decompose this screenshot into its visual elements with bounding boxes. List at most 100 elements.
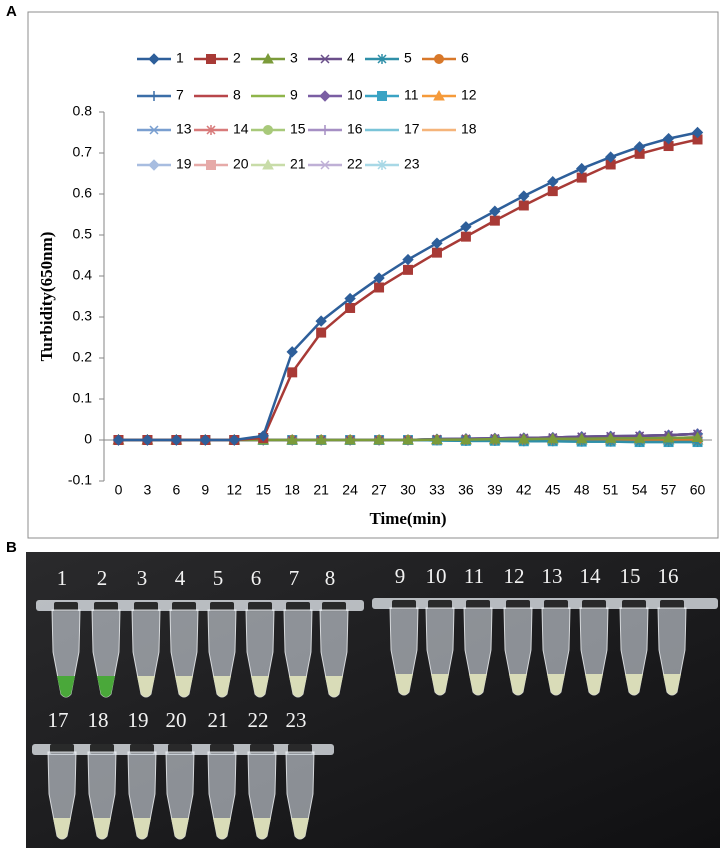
x-tick-label: 6 [172, 482, 180, 498]
legend-label: 11 [404, 87, 419, 103]
marker [287, 367, 298, 378]
marker [170, 434, 183, 446]
tube-liquid [133, 818, 151, 839]
legend-label: 1 [176, 50, 184, 66]
marker [575, 432, 588, 444]
legend-marker [263, 125, 273, 135]
marker [460, 221, 472, 233]
legend-marker [206, 54, 216, 64]
x-tick-label: 3 [144, 482, 152, 498]
legend-marker [377, 91, 387, 101]
legend-label: 12 [461, 87, 477, 103]
tube-liquid [325, 676, 343, 697]
tube-number: 23 [286, 708, 307, 732]
x-tick-label: 45 [545, 482, 561, 498]
tube-liquid [137, 676, 155, 697]
marker [112, 434, 125, 446]
legend-label: 18 [461, 121, 477, 137]
x-tick-label: 21 [313, 482, 329, 498]
x-tick-label: 39 [487, 482, 503, 498]
legend-label: 8 [233, 87, 241, 103]
tube-liquid [547, 674, 565, 695]
marker [344, 433, 356, 445]
legend-marker [262, 52, 274, 64]
tube-number: 13 [542, 564, 563, 588]
x-tick-label: 27 [371, 482, 387, 498]
tube-liquid [509, 674, 527, 695]
tube-liquid [625, 674, 643, 695]
legend-label: 22 [347, 156, 363, 172]
x-axis-title: Time(min) [369, 509, 446, 528]
tube-number: 18 [88, 708, 109, 732]
tube-liquid [395, 674, 413, 695]
y-tick-label: 0.5 [73, 226, 93, 242]
marker [228, 434, 240, 446]
legend-marker [320, 160, 330, 170]
legend-label: 3 [290, 50, 298, 66]
marker [691, 431, 704, 443]
marker [547, 175, 559, 188]
marker [402, 253, 414, 266]
legend-label: 10 [347, 87, 363, 103]
tube-liquid [289, 676, 307, 697]
marker [662, 132, 675, 145]
marker [402, 433, 414, 445]
tube-liquid [171, 818, 189, 839]
x-tick-label: 0 [115, 482, 123, 498]
tube-number: 16 [658, 564, 679, 588]
panel-label: B [6, 539, 17, 556]
legend-marker [149, 125, 159, 135]
marker [199, 434, 212, 446]
legend-label: 21 [290, 156, 306, 172]
tube-number: 8 [325, 566, 336, 590]
y-tick-label: 0.4 [73, 267, 93, 283]
legend-label: 13 [176, 121, 192, 137]
x-tick-label: 15 [255, 482, 271, 498]
tube-liquid [93, 818, 111, 839]
tube-number: 21 [208, 708, 229, 732]
y-tick-label: 0.2 [73, 349, 93, 365]
legend-marker [319, 90, 331, 102]
tube-number: 22 [248, 708, 269, 732]
photo [26, 552, 720, 848]
legend-label: 7 [176, 87, 184, 103]
y-axis-title: Turbidity(650nm) [37, 232, 56, 362]
legend-label: 4 [347, 50, 355, 66]
tube-liquid [175, 676, 193, 697]
marker [141, 434, 154, 446]
chart-frame [27, 11, 719, 539]
marker [373, 433, 385, 445]
marker [257, 430, 269, 442]
x-tick-label: 51 [603, 482, 619, 498]
legend-label: 15 [290, 121, 306, 137]
tube-number: 14 [580, 564, 602, 588]
marker [286, 433, 299, 445]
legend-marker [320, 54, 330, 64]
legend-label: 2 [233, 50, 241, 66]
tube-liquid [57, 676, 75, 697]
marker [518, 190, 530, 202]
tube-number: 15 [620, 564, 641, 588]
marker [576, 162, 588, 175]
tube-number: 9 [395, 564, 406, 588]
marker [662, 431, 675, 443]
x-tick-label: 33 [429, 482, 445, 498]
tube-liquid [431, 674, 449, 695]
marker [316, 327, 327, 338]
legend-marker [206, 125, 216, 135]
marker [691, 126, 704, 139]
marker [517, 433, 530, 444]
y-tick-label: 0.3 [73, 308, 93, 324]
marker [315, 433, 327, 445]
tube-liquid [213, 676, 231, 697]
y-tick-label: 0 [84, 431, 92, 447]
marker [431, 433, 443, 445]
tube-number: 19 [128, 708, 149, 732]
y-tick-label: 0.6 [73, 185, 93, 201]
tube-number: 1 [57, 566, 68, 590]
marker [315, 315, 327, 327]
tube-liquid [53, 818, 71, 839]
x-tick-label: 42 [516, 482, 532, 498]
marker [604, 151, 617, 163]
y-tick-label: 0.7 [73, 144, 93, 160]
